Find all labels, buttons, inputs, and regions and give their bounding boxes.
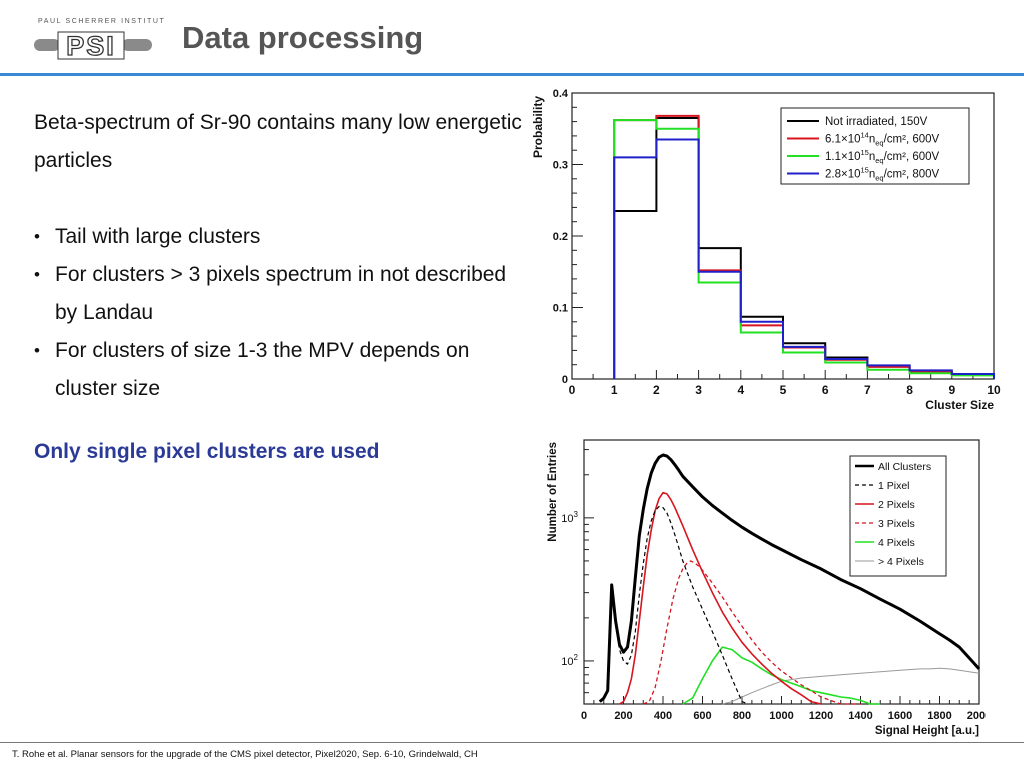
spectrum-series — [643, 560, 861, 705]
legend-label: 2.8×1015neq/cm², 800V — [825, 166, 940, 183]
x-tick-label: 1200 — [809, 710, 833, 722]
cluster-size-chart: 0 1 2 3 4 5 6 7 8 9 10 0 0.1 0.2 0.3 0.4 Cluster Size Pro… — [531, 88, 1001, 412]
bullet-list: Tail with large clusters For clusters > … — [34, 218, 524, 408]
y-tick-label: 103 — [561, 510, 578, 525]
x-tick-label: 1000 — [769, 710, 793, 722]
spectrum-series — [722, 667, 980, 705]
page-title: Data processing — [182, 20, 424, 55]
legend-label: 2 Pixels — [878, 499, 915, 511]
x-tick-label: 400 — [654, 710, 672, 722]
spectrum-series — [619, 491, 822, 705]
bullet-item: For clusters > 3 pixels spectrum in not … — [34, 256, 524, 332]
x-axis-label: Signal Height [a.u.] — [875, 725, 979, 737]
logo-institute-name: PAUL SCHERRER INSTITUT — [38, 18, 166, 25]
x-tick-label: 200 — [614, 710, 632, 722]
x-tick-label: 8 — [906, 383, 913, 397]
x-tick-label: 1800 — [927, 710, 951, 722]
x-tick-label: 5 — [780, 383, 787, 397]
legend-label: 3 Pixels — [878, 518, 915, 530]
y-axis-label: Number of Entries — [547, 442, 559, 542]
y-tick-label: 102 — [561, 653, 578, 668]
x-tick-label: 6 — [822, 383, 829, 397]
psi-logo-mark: PSI — [34, 30, 152, 62]
x-tick-label: 3 — [695, 383, 702, 397]
x-tick-label: 1 — [611, 383, 618, 397]
histogram-series — [613, 138, 995, 379]
x-tick-label: 2000 — [967, 710, 986, 722]
y-tick-label: 0.1 — [553, 303, 568, 315]
conclusion-text: Only single pixel clusters are used — [34, 440, 380, 463]
logo-mark-text: PSI — [66, 31, 116, 61]
x-tick-label: 4 — [737, 383, 744, 397]
x-tick-label: 9 — [948, 383, 955, 397]
text-block: Beta-spectrum of Sr-90 contains many low… — [34, 104, 524, 408]
intro-paragraph: Beta-spectrum of Sr-90 contains many low… — [34, 111, 522, 172]
spectrum-series — [598, 453, 981, 703]
header-rule — [0, 73, 1024, 76]
legend-label: 6.1×1014neq/cm², 600V — [825, 131, 940, 148]
histogram-series — [613, 119, 995, 379]
x-tick-label: 7 — [864, 383, 871, 397]
x-tick-label: 0 — [581, 710, 587, 722]
bullet-item: Tail with large clusters — [34, 218, 524, 256]
x-tick-label: 800 — [733, 710, 751, 722]
y-tick-label: 0.4 — [553, 88, 569, 100]
legend-label: Not irradiated, 150V — [825, 116, 928, 128]
x-tick-label: 2 — [653, 383, 660, 397]
signal-height-chart: 0 200 400 600 800 1000 1200 1400 1600 1800 2000 102… — [547, 439, 986, 737]
bullet-item: For clusters of size 1-3 the MPV depends… — [34, 332, 524, 408]
spectrum-series — [682, 646, 881, 705]
legend-label: 1.1×1015neq/cm², 600V — [825, 148, 940, 165]
y-tick-label: 0 — [562, 374, 568, 386]
footer-rule — [0, 742, 1024, 743]
x-tick-label: 1400 — [848, 710, 872, 722]
x-tick-label: 10 — [987, 383, 1001, 397]
x-axis-label: Cluster Size — [925, 398, 994, 412]
legend-label: All Clusters — [878, 461, 931, 473]
psi-logo: PAUL SCHERRER INSTITUT PSI — [34, 16, 164, 64]
legend-label: 4 Pixels — [878, 537, 915, 549]
y-tick-label: 0.3 — [553, 160, 568, 172]
legend-label: > 4 Pixels — [878, 556, 924, 568]
x-tick-label: 1600 — [888, 710, 912, 722]
x-tick-label: 600 — [693, 710, 711, 722]
y-axis-label: Probability — [531, 96, 545, 158]
x-tick-label: 0 — [569, 383, 576, 397]
y-tick-label: 0.2 — [553, 231, 568, 243]
legend-label: 1 Pixel — [878, 480, 910, 492]
footer-citation: T. Rohe et al. Planar sensors for the up… — [12, 749, 478, 760]
legend-box — [849, 455, 947, 577]
